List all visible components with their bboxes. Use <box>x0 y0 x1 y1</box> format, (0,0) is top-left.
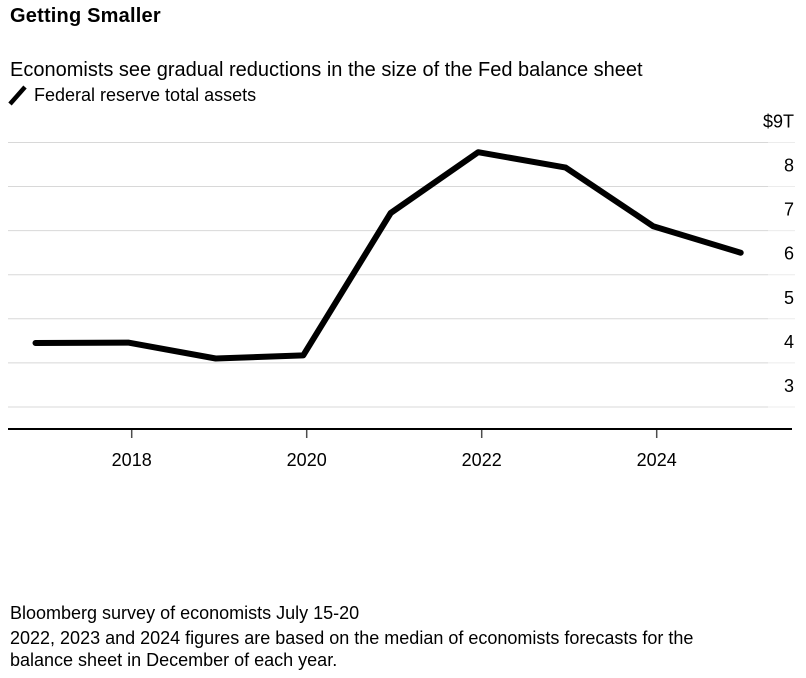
source-note: Bloomberg survey of economists July 15-2… <box>10 603 360 623</box>
chart-title: Getting Smaller <box>10 5 161 27</box>
y-axis-label: 7 <box>784 200 794 220</box>
x-axis-label: 2024 <box>637 450 677 470</box>
line-chart: 3 4 5 6 7 8 $9T 2018 2020 2022 2024 <box>8 111 795 470</box>
chart-subtitle: Economists see gradual reductions in the… <box>10 59 643 81</box>
x-axis <box>8 428 792 438</box>
y-axis-label: $9T <box>763 111 794 131</box>
legend: Federal reserve total assets <box>8 84 256 106</box>
data-series <box>32 149 744 362</box>
line-series-icon <box>8 85 27 106</box>
legend-label: Federal reserve total assets <box>34 85 257 105</box>
gridlines <box>8 141 795 408</box>
chart-footer: Bloomberg survey of economists July 15-2… <box>10 602 796 671</box>
balance-sheet-chart: 3 4 5 6 7 8 $9T 2018 2020 2022 2024 <box>8 111 795 470</box>
y-axis-labels: 3 4 5 6 7 8 $9T <box>763 111 794 395</box>
y-axis-label: 3 <box>784 376 794 396</box>
x-axis-label: 2022 <box>462 450 502 470</box>
y-axis-label: 6 <box>784 244 794 264</box>
x-axis-labels: 2018 2020 2022 2024 <box>112 450 677 470</box>
series-line <box>32 149 744 362</box>
y-axis-label: 4 <box>784 332 794 352</box>
method-note-line: balance sheet in December of each year. <box>10 650 338 670</box>
method-note-line: 2022, 2023 and 2024 figures are based on… <box>10 628 694 648</box>
y-axis-label: 8 <box>784 156 794 176</box>
x-axis-label: 2018 <box>112 450 152 470</box>
y-axis-label: 5 <box>784 288 794 308</box>
x-axis-label: 2020 <box>287 450 327 470</box>
method-note: 2022, 2023 and 2024 figures are based on… <box>10 627 796 671</box>
